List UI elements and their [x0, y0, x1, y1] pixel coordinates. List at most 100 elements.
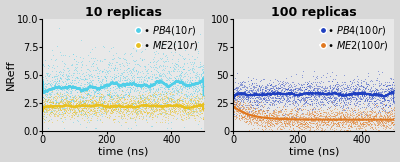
Point [280, 95, 286, 97]
Point [86, 103, 92, 105]
Point [272, 119, 278, 122]
Point [344, 128, 350, 131]
Point [157, 103, 164, 106]
Point [289, 100, 296, 103]
Point [189, 67, 195, 70]
Point [388, 122, 395, 124]
Point [342, 118, 349, 121]
Point [270, 119, 277, 122]
Point [188, 81, 194, 84]
Point [317, 111, 323, 114]
Point [126, 69, 132, 72]
Point [157, 98, 163, 101]
Point [113, 108, 119, 111]
Point [156, 65, 162, 68]
Point [234, 87, 240, 90]
Point [348, 107, 354, 110]
Point [306, 120, 313, 123]
Point [271, 93, 278, 96]
Point [58, 107, 65, 110]
Point [120, 114, 127, 117]
Point [137, 115, 144, 118]
Point [178, 87, 184, 90]
Point [187, 77, 194, 80]
Point [98, 113, 105, 115]
Point [340, 94, 346, 97]
Point [168, 101, 174, 104]
Point [330, 117, 336, 119]
Point [237, 83, 243, 86]
Point [100, 95, 106, 98]
Point [358, 110, 365, 113]
Point [330, 86, 336, 89]
Point [126, 95, 132, 97]
Point [354, 83, 360, 86]
Point [200, 77, 206, 80]
Point [92, 102, 98, 104]
Point [286, 122, 292, 124]
Point [66, 103, 72, 105]
Point [198, 78, 204, 81]
Point [50, 113, 57, 115]
Point [314, 114, 320, 117]
Point [373, 113, 380, 115]
Point [65, 95, 72, 97]
Point [123, 92, 130, 95]
Point [190, 103, 196, 105]
Point [326, 107, 332, 109]
Point [73, 99, 79, 101]
Point [316, 101, 323, 104]
Point [196, 113, 202, 116]
Point [301, 102, 307, 105]
Point [258, 109, 264, 111]
Point [125, 91, 132, 93]
Point [330, 111, 336, 114]
Point [190, 104, 196, 107]
Point [344, 105, 350, 108]
Point [302, 105, 309, 107]
Point [180, 113, 186, 116]
Point [274, 86, 281, 89]
Point [176, 97, 182, 100]
Point [298, 94, 304, 96]
Point [185, 110, 191, 113]
Point [304, 87, 310, 89]
Point [50, 112, 56, 115]
Point [276, 116, 282, 119]
Point [237, 118, 244, 121]
Point [263, 89, 269, 91]
Point [242, 112, 248, 114]
Point [69, 87, 76, 89]
Point [245, 113, 252, 116]
Point [262, 93, 269, 96]
Point [322, 121, 328, 124]
Point [318, 123, 325, 126]
Point [257, 108, 263, 111]
Point [352, 102, 359, 104]
Point [105, 89, 111, 91]
Point [266, 89, 272, 92]
Point [106, 61, 112, 64]
Point [92, 90, 98, 93]
Point [380, 123, 386, 126]
Point [296, 123, 303, 126]
Point [311, 111, 318, 113]
Point [88, 74, 94, 77]
Point [260, 98, 267, 101]
Point [276, 82, 282, 85]
Point [111, 76, 117, 79]
Point [128, 80, 134, 82]
Point [84, 98, 90, 101]
Point [50, 93, 57, 95]
Point [163, 81, 169, 84]
Point [165, 78, 171, 81]
Point [260, 88, 267, 90]
Point [132, 59, 139, 62]
Point [345, 120, 352, 123]
Point [326, 130, 332, 132]
Point [387, 116, 393, 119]
Point [384, 120, 390, 122]
Point [352, 111, 358, 114]
Point [146, 110, 152, 113]
Point [43, 99, 49, 102]
